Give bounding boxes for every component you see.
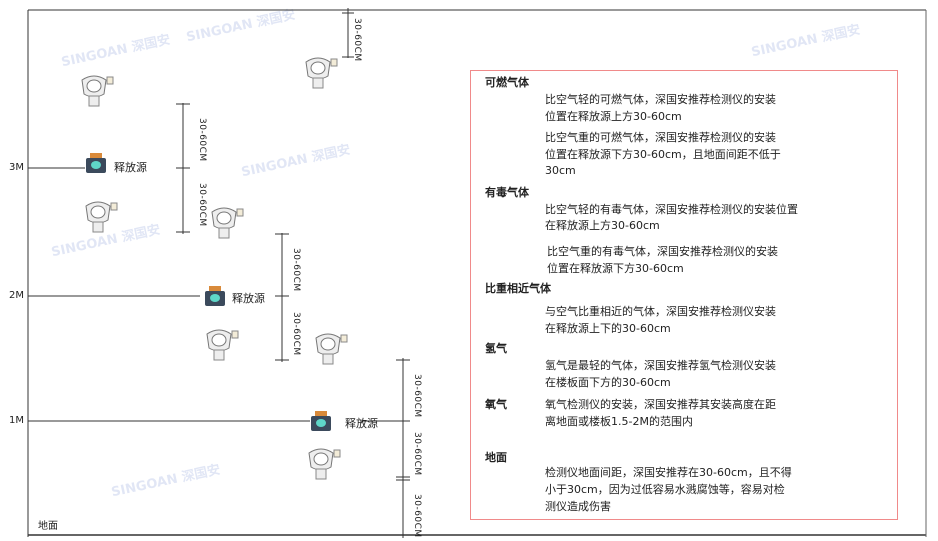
heading-similar-density: 比重相近气体 (485, 282, 551, 295)
note-line: 离地面或楼板1.5-2M的范围内 (545, 415, 693, 428)
ground-label: 地面 (38, 521, 58, 532)
dimension-label: 30-60CM (352, 18, 362, 62)
note-line: 位置在释放源下方30-60cm (547, 262, 684, 275)
dimension-label: 30-60CM (197, 118, 207, 162)
dimension-label: 30-60CM (412, 432, 422, 476)
release-source-label: 释放源 (345, 417, 378, 430)
heading-ground: 地面 (485, 451, 507, 464)
note-line: 测仪造成伤害 (545, 500, 611, 513)
release-source-label: 释放源 (114, 161, 147, 174)
note-line: 氢气是最轻的气体，深国安推荐氢气检测仪安装 (545, 359, 776, 372)
heading-combustible: 可燃气体 (485, 76, 529, 89)
note-line: 在释放源上方30-60cm (545, 219, 660, 232)
release-source-icon (311, 411, 331, 431)
gas-detector-icon (315, 333, 348, 365)
dimension-label: 30-60CM (412, 374, 422, 418)
gas-detector-icon (85, 201, 118, 233)
heading-hydrogen: 氢气 (485, 342, 507, 355)
dimension-label: 30-60CM (291, 312, 301, 356)
level-label-2m: 2M (9, 290, 24, 301)
note-line: 与空气比重相近的气体，深国安推荐检测仪安装 (545, 305, 776, 318)
note-line: 30cm (545, 164, 576, 177)
release-source-icon (205, 286, 225, 306)
installation-notes-box (470, 70, 898, 520)
heading-oxygen: 氧气 (485, 398, 507, 411)
dimension-label: 30-60CM (291, 248, 301, 292)
note-line: 在释放源上下的30-60cm (545, 322, 671, 335)
release-source-label: 释放源 (232, 292, 265, 305)
gas-detector-icon (305, 57, 338, 89)
gas-detector-icon (308, 448, 341, 480)
note-line: 比空气重的可燃气体，深国安推荐检测仪的安装 (545, 131, 776, 144)
note-line: 检测仪地面间距，深国安推荐在30-60cm，且不得 (545, 466, 792, 479)
level-label-1m: 1M (9, 415, 24, 426)
gas-detector-icon (206, 329, 239, 361)
gas-detector-icon (81, 75, 114, 107)
note-line: 位置在释放源上方30-60cm (545, 110, 682, 123)
note-line: 比空气重的有毒气体，深国安推荐检测仪的安装 (547, 245, 778, 258)
release-source-icon (86, 153, 106, 173)
heading-toxic: 有毒气体 (485, 186, 529, 199)
note-line: 在楼板面下方的30-60cm (545, 376, 671, 389)
note-line: 比空气轻的有毒气体，深国安推荐检测仪的安装位置 (545, 203, 798, 216)
level-label-3m: 3M (9, 162, 24, 173)
note-line: 小于30cm，因为过低容易水溅腐蚀等，容易对检 (545, 483, 785, 496)
gas-detector-icon (211, 207, 244, 239)
dimension-label: 30-60CM (197, 183, 207, 227)
note-line: 氧气检测仪的安装，深国安推荐其安装高度在距 (545, 398, 776, 411)
dimension-label: 30-60CM (412, 494, 422, 538)
note-line: 位置在释放源下方30-60cm，且地面间距不低于 (545, 148, 781, 161)
note-line: 比空气轻的可燃气体，深国安推荐检测仪的安装 (545, 93, 776, 106)
